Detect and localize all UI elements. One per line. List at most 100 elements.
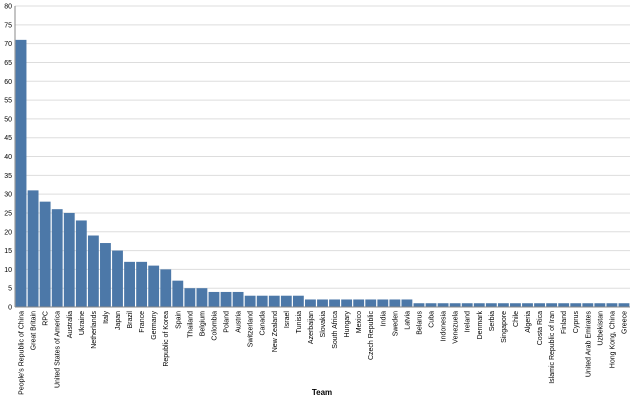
bar bbox=[27, 190, 39, 307]
bar bbox=[244, 295, 256, 307]
bar bbox=[377, 299, 389, 307]
y-tick-label: 70 bbox=[4, 41, 12, 48]
x-tick-label: Ireland bbox=[465, 311, 472, 333]
x-tick-label: Venezuela bbox=[453, 311, 460, 344]
x-tick-label: Belarus bbox=[416, 311, 423, 335]
x-tick-label: India bbox=[380, 311, 387, 326]
bar bbox=[546, 303, 558, 307]
bar bbox=[160, 269, 172, 307]
bar bbox=[100, 243, 111, 307]
bar bbox=[510, 303, 521, 307]
x-tick-label: Algeria bbox=[525, 311, 532, 333]
x-tick-label: Thailand bbox=[187, 311, 194, 338]
x-tick-label: Cuba bbox=[429, 311, 436, 328]
x-tick-label: South Africa bbox=[332, 311, 339, 349]
bar bbox=[461, 303, 473, 307]
bar bbox=[522, 303, 533, 307]
y-tick-label: 10 bbox=[4, 267, 12, 274]
x-tick-label: Costa Rica bbox=[537, 311, 544, 345]
x-tick-label: Serbia bbox=[489, 311, 496, 331]
x-axis-title: Team bbox=[312, 388, 332, 397]
bar bbox=[256, 295, 268, 307]
x-tick-label: United States of America bbox=[55, 311, 62, 388]
y-tick-label: 25 bbox=[4, 210, 12, 217]
x-tick-label: Uzbekistan bbox=[597, 311, 604, 346]
y-tick-label: 60 bbox=[4, 79, 12, 86]
x-tick-label: Austria bbox=[236, 311, 243, 333]
bar bbox=[148, 265, 160, 307]
x-tick-label: Japan bbox=[115, 311, 122, 330]
x-tick-label: France bbox=[139, 311, 146, 333]
bar bbox=[112, 250, 123, 307]
bar bbox=[208, 291, 220, 307]
x-tick-label: Spain bbox=[175, 311, 182, 329]
x-tick-label: Indonesia bbox=[441, 311, 448, 341]
y-tick-label: 45 bbox=[4, 135, 12, 142]
x-tick-label: Sweden bbox=[392, 311, 399, 336]
bar bbox=[401, 299, 413, 307]
bar bbox=[558, 303, 570, 307]
x-tick-label: Hong Kong, China bbox=[609, 311, 616, 368]
x-tick-label: Australia bbox=[67, 311, 74, 338]
bar bbox=[485, 303, 497, 307]
bar bbox=[292, 295, 304, 307]
x-tick-label: Germany bbox=[151, 311, 158, 340]
y-tick-label: 35 bbox=[4, 173, 12, 180]
bar bbox=[606, 303, 618, 307]
y-tick-label: 5 bbox=[8, 286, 12, 293]
x-tick-label: Tunisia bbox=[296, 311, 303, 333]
bar bbox=[341, 299, 353, 307]
bar bbox=[184, 288, 196, 307]
bar bbox=[582, 303, 594, 307]
bar bbox=[232, 291, 244, 307]
bar bbox=[570, 303, 582, 307]
y-tick-label: 65 bbox=[4, 60, 12, 67]
x-tick-label: United Arab Emirates bbox=[585, 311, 592, 378]
y-tick-label: 75 bbox=[4, 22, 12, 29]
bar bbox=[63, 212, 75, 307]
bar bbox=[220, 291, 232, 307]
x-tick-label: People's Republic of China bbox=[19, 311, 26, 395]
bar bbox=[136, 261, 148, 307]
x-tick-label: Brazil bbox=[127, 311, 134, 329]
x-tick-label: Hungary bbox=[344, 311, 351, 338]
bar bbox=[594, 303, 606, 307]
x-tick-label: Azerbaijan bbox=[308, 311, 315, 344]
bar bbox=[280, 295, 292, 307]
bar bbox=[425, 303, 437, 307]
bar bbox=[305, 299, 316, 307]
x-tick-label: Chile bbox=[513, 311, 520, 327]
y-tick-label: 15 bbox=[4, 248, 12, 255]
x-tick-label: Poland bbox=[224, 311, 231, 333]
x-tick-label: Greece bbox=[621, 311, 628, 334]
x-tick-label: Islamic Republic of Iran bbox=[549, 311, 556, 384]
x-tick-label: Israel bbox=[284, 311, 291, 329]
x-tick-label: Ukraine bbox=[79, 311, 86, 335]
bar bbox=[365, 299, 377, 307]
bar bbox=[196, 288, 208, 307]
bar bbox=[389, 299, 401, 307]
bar bbox=[317, 299, 328, 307]
bar bbox=[124, 261, 135, 307]
y-tick-label: 55 bbox=[4, 98, 12, 105]
x-tick-label: Colombia bbox=[211, 311, 218, 341]
bar bbox=[618, 303, 630, 307]
y-tick-label: 30 bbox=[4, 192, 12, 199]
bar bbox=[15, 39, 27, 308]
bar bbox=[497, 303, 509, 307]
bar bbox=[75, 220, 87, 307]
x-tick-label: Singapore bbox=[501, 311, 508, 343]
bar bbox=[449, 303, 461, 307]
bar bbox=[87, 235, 99, 307]
x-tick-label: Czech Republic bbox=[368, 311, 375, 361]
y-tick-label: 20 bbox=[4, 229, 12, 236]
x-tick-label: Cyprus bbox=[573, 311, 580, 334]
bar bbox=[413, 303, 425, 307]
x-tick-label: Finland bbox=[561, 311, 568, 334]
x-tick-label: Slovakia bbox=[320, 311, 327, 338]
x-tick-label: Mexico bbox=[356, 311, 363, 333]
x-tick-label: Denmark bbox=[477, 311, 484, 340]
x-tick-label: Belgium bbox=[199, 311, 206, 336]
y-tick-label: 80 bbox=[4, 4, 12, 11]
